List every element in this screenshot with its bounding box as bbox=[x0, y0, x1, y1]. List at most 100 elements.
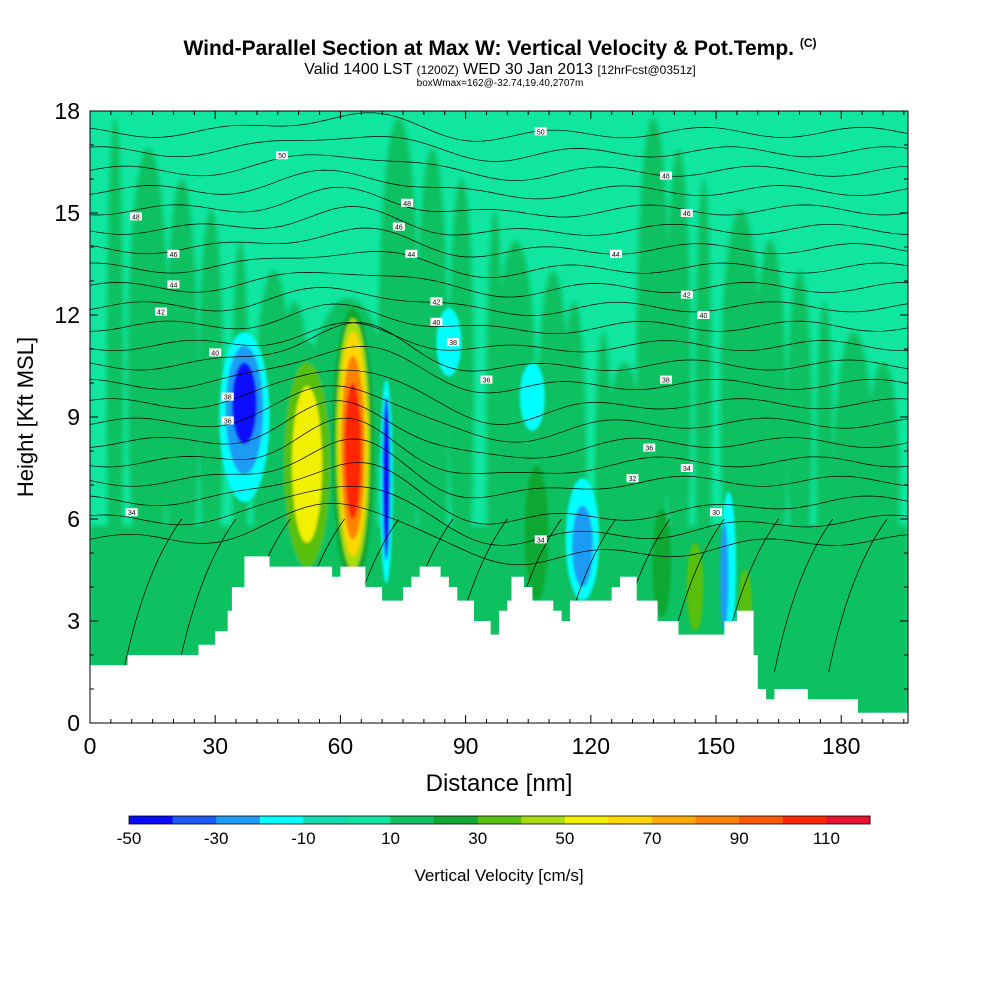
isentrope-line bbox=[177, 518, 237, 673]
isentrope-label-box bbox=[447, 338, 460, 347]
isentrope-label: 50 bbox=[278, 153, 286, 160]
isentrope-label-box bbox=[129, 212, 142, 221]
isentrope-label: 36 bbox=[483, 378, 491, 385]
colorbar-swatch bbox=[477, 816, 522, 824]
colorbar-label: Vertical Velocity [cm/s] bbox=[414, 866, 583, 885]
isentrope-label: 48 bbox=[403, 201, 411, 208]
chart-title: Wind-Parallel Section at Max W: Vertical… bbox=[183, 36, 817, 60]
y-axis-label: Height [Kft MSL] bbox=[13, 337, 38, 497]
isentrope-label-box bbox=[680, 209, 693, 217]
isentrope-line bbox=[90, 112, 908, 142]
y-tick-label: 9 bbox=[67, 404, 80, 430]
isentrope-label-box bbox=[626, 474, 639, 483]
isentrope-line bbox=[90, 322, 908, 372]
isentrope-label-box bbox=[680, 464, 693, 472]
x-tick-label: 120 bbox=[572, 733, 610, 759]
y-tick-label: 0 bbox=[67, 710, 80, 736]
terrain-mask bbox=[90, 556, 908, 723]
colorbar-swatch bbox=[172, 816, 217, 824]
velocity-cell bbox=[382, 396, 391, 560]
y-tick-label: 18 bbox=[54, 98, 80, 124]
x-tick-label: 90 bbox=[453, 733, 479, 759]
isentrope-label: 34 bbox=[683, 466, 691, 473]
velocity-cell bbox=[392, 349, 414, 587]
colorbar-tick-label: 50 bbox=[555, 829, 574, 848]
y-tick-label: 15 bbox=[54, 200, 80, 226]
isentrope-label-box bbox=[167, 249, 180, 258]
isentrope-line bbox=[90, 485, 908, 546]
isentrope-label: 48 bbox=[132, 214, 140, 221]
colorbar-swatch bbox=[652, 816, 697, 824]
isentrope-label-box bbox=[534, 535, 547, 544]
isentrope-label: 42 bbox=[157, 310, 165, 317]
isentrope-line bbox=[90, 136, 908, 162]
velocity-cell bbox=[173, 491, 191, 615]
updraft-streak bbox=[636, 117, 671, 587]
isentrope-line bbox=[828, 518, 888, 673]
velocity-cell bbox=[572, 505, 593, 587]
isentrope-label: 32 bbox=[629, 476, 637, 483]
isentrope-label: 40 bbox=[432, 320, 440, 327]
x-tick-label: 30 bbox=[202, 733, 228, 759]
velocity-cell bbox=[291, 386, 323, 543]
velocity-cell bbox=[524, 464, 549, 601]
isentrope-line bbox=[90, 369, 908, 425]
chart-subtitle: Valid 1400 LST (1200Z) WED 30 Jan 2013 [… bbox=[304, 61, 696, 78]
isentrope-label: 44 bbox=[407, 252, 415, 259]
isentrope-label-box bbox=[659, 171, 672, 180]
x-axis-label: Distance [nm] bbox=[426, 770, 573, 797]
isentrope-label-box bbox=[430, 297, 443, 306]
isentrope-label-box bbox=[430, 317, 443, 326]
isentrope-label-box bbox=[154, 307, 167, 316]
isentrope-label-box bbox=[401, 198, 414, 207]
isentrope-label-box bbox=[680, 290, 693, 299]
isentrope-label-box bbox=[221, 392, 234, 401]
isentrope-label-box bbox=[392, 222, 405, 231]
isentrope-label: 44 bbox=[612, 252, 620, 259]
isentrope-label: 42 bbox=[432, 299, 440, 306]
colorbar-swatch bbox=[739, 816, 784, 824]
chart-box-info: boxWmax=162@-32.74,19.40,2707m bbox=[416, 78, 584, 89]
isentrope-label-box bbox=[221, 416, 234, 425]
velocity-cell bbox=[344, 383, 362, 519]
colorbar-swatch bbox=[608, 816, 653, 824]
isentrope-label: 44 bbox=[170, 282, 178, 289]
x-tick-label: 150 bbox=[697, 733, 735, 759]
colorbar-swatch bbox=[259, 816, 304, 824]
isentrope-line bbox=[774, 518, 834, 673]
isentrope-line bbox=[90, 417, 908, 475]
isentrope-label-box bbox=[125, 508, 138, 517]
y-tick-label: 6 bbox=[67, 506, 80, 532]
velocity-cell bbox=[720, 522, 729, 632]
isentrope-line bbox=[90, 322, 908, 353]
isentrope-label-box bbox=[534, 127, 547, 136]
x-tick-label: 180 bbox=[822, 733, 860, 759]
isentrope-label: 40 bbox=[700, 313, 708, 320]
colorbar-swatch bbox=[390, 816, 435, 824]
colorbar-swatch bbox=[782, 816, 827, 824]
isentrope-line bbox=[90, 154, 908, 181]
updraft-streak bbox=[665, 148, 691, 621]
colorbar-swatch bbox=[564, 816, 609, 824]
isentrope-label: 38 bbox=[224, 395, 232, 402]
colorbar-swatch bbox=[826, 816, 871, 824]
isentrope-label-box bbox=[609, 249, 622, 258]
isentrope-line bbox=[90, 206, 908, 236]
updraft-streak bbox=[198, 209, 224, 588]
isentrope-line bbox=[90, 346, 908, 394]
isentrope-line bbox=[90, 287, 908, 316]
colorbar-frame bbox=[128, 815, 871, 825]
isentrope-label: 46 bbox=[683, 211, 691, 218]
isentrope-label-box bbox=[209, 348, 222, 357]
isentrope-label-box bbox=[710, 508, 723, 517]
isentrope-line bbox=[90, 169, 908, 200]
y-tick-label: 3 bbox=[67, 608, 80, 634]
isentrope-label-box bbox=[167, 280, 180, 289]
colorbar-swatch bbox=[434, 816, 479, 824]
x-tick-label: 0 bbox=[84, 733, 97, 759]
colorbar-tick-label: 110 bbox=[813, 829, 840, 848]
isentrope-label: 38 bbox=[449, 340, 457, 347]
colorbar-swatch bbox=[695, 816, 740, 824]
colorbar-tick-label: -50 bbox=[117, 829, 142, 848]
